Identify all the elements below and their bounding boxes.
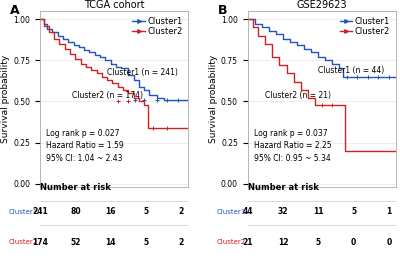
- Text: 2: 2: [179, 207, 184, 217]
- Text: 32: 32: [278, 207, 288, 217]
- Text: 11: 11: [313, 207, 324, 217]
- Text: 174: 174: [32, 238, 48, 247]
- Text: Cluster1: Cluster1: [217, 209, 246, 215]
- Text: 0: 0: [351, 238, 356, 247]
- Text: Number at risk: Number at risk: [248, 183, 318, 192]
- Legend: Cluster1, Cluster2: Cluster1, Cluster2: [338, 15, 392, 38]
- Text: Cluster2: Cluster2: [9, 239, 38, 245]
- Text: B: B: [218, 4, 228, 17]
- Title: TCGA cohort: TCGA cohort: [84, 0, 144, 10]
- Text: 5: 5: [351, 207, 356, 217]
- Text: 80: 80: [70, 207, 81, 217]
- Text: 2: 2: [179, 238, 184, 247]
- Text: 12: 12: [278, 238, 288, 247]
- Text: 241: 241: [32, 207, 48, 217]
- Text: Cluster2 (n = 21): Cluster2 (n = 21): [265, 91, 331, 100]
- Legend: Cluster1, Cluster2: Cluster1, Cluster2: [130, 15, 184, 38]
- Text: A: A: [10, 4, 20, 17]
- Text: 5: 5: [316, 238, 321, 247]
- Text: 16: 16: [105, 207, 116, 217]
- Y-axis label: Survival probability: Survival probability: [209, 55, 218, 143]
- Text: Log rank p = 0.037
Hazard Ratio = 2.25
95% CI: 0.95 ~ 5.34: Log rank p = 0.037 Hazard Ratio = 2.25 9…: [254, 129, 331, 163]
- Text: Cluster1: Cluster1: [9, 209, 38, 215]
- Text: Cluster1 (n = 241): Cluster1 (n = 241): [107, 68, 178, 77]
- Title: GSE29623: GSE29623: [296, 0, 347, 10]
- Text: 5: 5: [143, 207, 148, 217]
- Text: 52: 52: [70, 238, 80, 247]
- Text: 44: 44: [242, 207, 253, 217]
- Text: Cluster2 (n = 174): Cluster2 (n = 174): [72, 91, 143, 100]
- Text: Cluster2: Cluster2: [217, 239, 246, 245]
- Y-axis label: Survival probability: Survival probability: [2, 55, 10, 143]
- Text: 1: 1: [386, 207, 392, 217]
- Text: 5: 5: [143, 238, 148, 247]
- Text: Cluster1 (n = 44): Cluster1 (n = 44): [318, 66, 384, 75]
- Text: Log rank p = 0.027
Hazard Ratio = 1.59
95% CI: 1.04 ~ 2.43: Log rank p = 0.027 Hazard Ratio = 1.59 9…: [46, 129, 124, 163]
- Text: Number at risk: Number at risk: [40, 183, 111, 192]
- Text: 0: 0: [386, 238, 392, 247]
- Text: 14: 14: [105, 238, 116, 247]
- Text: 21: 21: [242, 238, 253, 247]
